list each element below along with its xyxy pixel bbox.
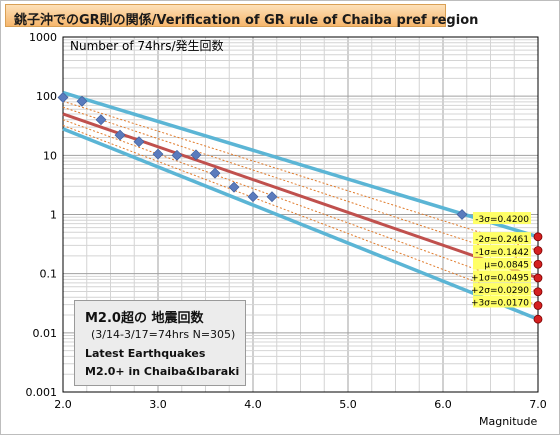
data-point xyxy=(133,136,145,148)
data-point xyxy=(95,114,107,126)
sigma-label: +1σ=0.0495 xyxy=(471,273,529,283)
sigma-label-bg xyxy=(473,257,531,270)
x-axis-label: Magnitude xyxy=(479,415,538,428)
sigma-line xyxy=(62,124,539,306)
y-tick-label: 10 xyxy=(43,149,57,162)
data-point xyxy=(228,181,240,193)
line-end-marker xyxy=(533,273,543,283)
data-point xyxy=(190,149,202,161)
line-end-marker xyxy=(533,259,543,269)
chart-title: 銚子沖でのGR則の関係/Verification of GR rule of C… xyxy=(14,13,479,28)
x-tick-label: 4.0 xyxy=(244,398,262,411)
sigma-labels: -3σ=0.4200 -2σ=0.2461 -1σ=0.1442 μ=0.0845 +1… xyxy=(471,212,531,308)
y-tick-label: 0.001 xyxy=(26,386,58,399)
x-tick-label: 5.0 xyxy=(339,398,357,411)
line-end-marker xyxy=(533,301,543,310)
sigma-line xyxy=(62,100,539,252)
y-tick-label: 1 xyxy=(50,209,57,222)
sigma-label-bg xyxy=(473,270,531,283)
sigma-label: -1σ=0.1442 xyxy=(475,248,529,258)
info-subtitle-2: M2.0+ in Chaiba&Ibaraki xyxy=(85,365,240,378)
x-tick-label: 2.0 xyxy=(54,398,72,411)
line-end-marker xyxy=(533,314,543,324)
data-point xyxy=(171,149,183,161)
y-tick-label: 100 xyxy=(36,90,57,103)
y-tick-label: 0.1 xyxy=(40,268,58,281)
y-tick-label: 1000 xyxy=(29,31,57,44)
sigma-label-bg xyxy=(473,295,531,308)
data-point xyxy=(114,129,126,141)
sigma-label-bg xyxy=(473,232,531,245)
sigma-label-bg xyxy=(473,283,531,296)
x-tick-label: 3.0 xyxy=(149,398,167,411)
info-subtitle-1: Latest Earthquakes xyxy=(85,347,206,360)
sigma-label-bg xyxy=(473,244,531,257)
axis-ticks: 2.0 3.0 4.0 5.0 6.0 7.0 1000 100 10 1 0.1 0.01 0.001 xyxy=(26,31,547,411)
sigma-label: -2σ=0.2461 xyxy=(475,235,529,245)
info-box: M2.0超の 地震回数 (3/14-3/17=74hrs N=305) Late… xyxy=(74,300,246,386)
line-end-marker xyxy=(533,287,543,297)
plot-area xyxy=(62,36,539,393)
sigma-label: μ=0.0845 xyxy=(484,261,529,271)
sigma-line xyxy=(62,106,539,265)
x-tick-label: 7.0 xyxy=(529,398,547,411)
sigma-label-bg xyxy=(473,212,531,225)
y-tick-label: 0.01 xyxy=(33,327,58,340)
sigma-line xyxy=(62,127,539,321)
sigma-label: +3σ=0.0170 xyxy=(471,298,529,308)
data-point xyxy=(266,191,278,203)
line-end-marker xyxy=(533,232,543,242)
sigma-label: -3σ=0.4200 xyxy=(475,215,529,225)
line-end-marker xyxy=(533,246,543,255)
sigma-label: +2σ=0.0290 xyxy=(471,286,529,296)
data-point xyxy=(247,191,259,203)
data-point xyxy=(57,92,69,103)
data-point xyxy=(152,148,164,160)
sigma-line xyxy=(62,119,539,293)
data-point xyxy=(209,167,221,179)
x-tick-label: 6.0 xyxy=(434,398,452,411)
y-axis-label: Number of 74hrs/発生回数 xyxy=(70,38,224,53)
data-point xyxy=(76,95,88,107)
info-period: (3/14-3/17=74hrs N=305) xyxy=(91,328,236,341)
chart-title-box: 銚子沖でのGR則の関係/Verification of GR rule of C… xyxy=(5,4,478,28)
data-points xyxy=(57,92,468,220)
info-heading: M2.0超の 地震回数 xyxy=(85,311,204,326)
data-point xyxy=(456,209,468,220)
